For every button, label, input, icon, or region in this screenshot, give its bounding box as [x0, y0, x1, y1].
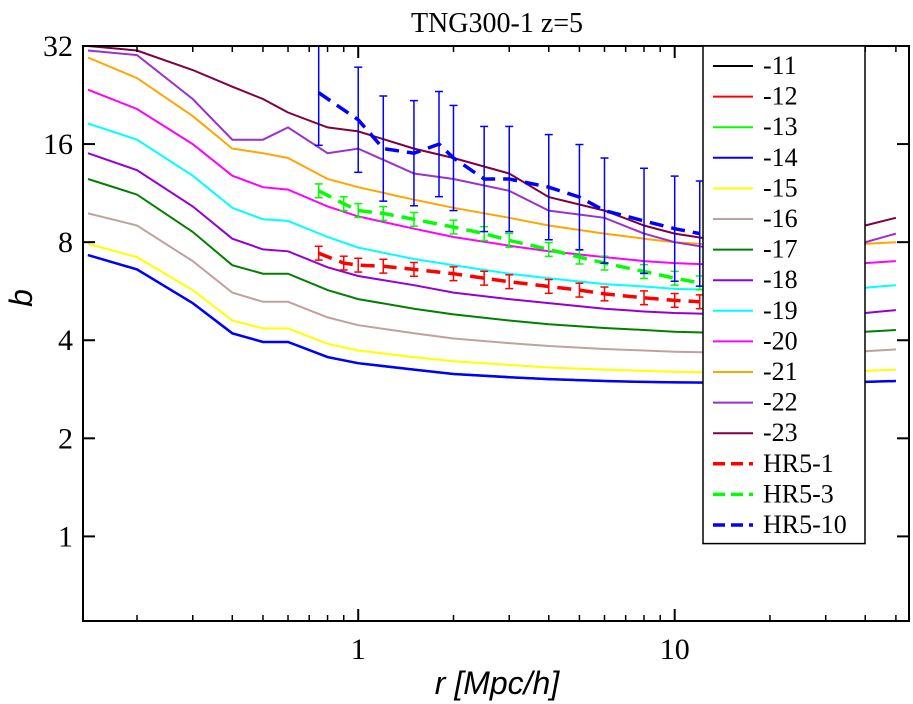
legend-label: -21 — [763, 357, 798, 386]
y-tick-label: 8 — [58, 226, 73, 259]
x-tick-label: 10 — [660, 633, 690, 666]
plot-frame — [82, 45, 910, 622]
legend-label: -12 — [763, 82, 798, 111]
legend-label: -19 — [763, 296, 798, 325]
series-line-HR5-10 — [317, 91, 701, 236]
legend-label: -15 — [763, 173, 798, 202]
legend-label: HR5-3 — [763, 479, 834, 508]
x-tick-label: 1 — [351, 633, 366, 666]
legend-box — [702, 45, 866, 545]
legend-label: HR5-1 — [763, 449, 834, 478]
plot-area — [87, 46, 897, 385]
series-line-HR5-1 — [318, 251, 700, 304]
legend-label: -13 — [763, 112, 798, 141]
chart-title: TNG300-1 z=5 — [411, 8, 583, 39]
legend-label: -14 — [763, 143, 798, 172]
y-tick-label: 16 — [43, 128, 73, 161]
legend-label: -17 — [763, 235, 798, 264]
y-tick-label: 32 — [43, 30, 73, 63]
y-tick-label: 2 — [58, 422, 73, 455]
y-axis-label: b — [3, 289, 39, 307]
y-tick-label: 4 — [58, 324, 73, 357]
axes: 1 10 1 2 4 8 16 32 — [43, 30, 909, 666]
legend-label: -23 — [763, 418, 798, 447]
series-line-HR5-3 — [317, 189, 701, 285]
x-axis-label: r [Mpc/h] — [435, 665, 561, 701]
legend-label: -20 — [763, 326, 798, 355]
legend-label: -22 — [763, 388, 798, 417]
legend-label: HR5-10 — [763, 510, 847, 539]
legend: -11-12-13-14-15-16-17-18-19-20-21-22-23H… — [702, 45, 866, 545]
legend-label: -16 — [763, 204, 798, 233]
legend-label: -11 — [763, 51, 797, 80]
legend-label: -18 — [763, 265, 798, 294]
y-tick-label: 1 — [58, 520, 73, 553]
